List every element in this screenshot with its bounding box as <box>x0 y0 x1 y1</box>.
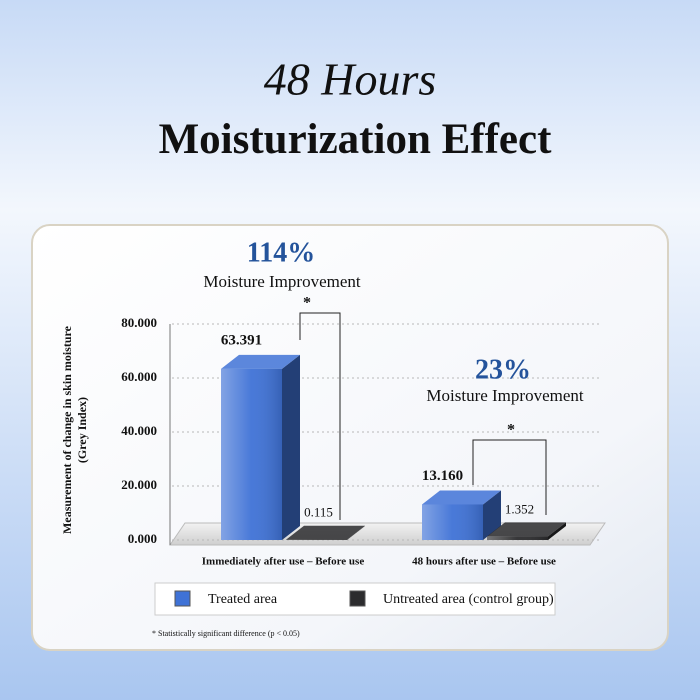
improvement-text: Moisture Improvement <box>426 386 583 405</box>
y-tick-label: 0.000 <box>128 531 157 546</box>
value-label: 63.391 <box>221 332 262 348</box>
title: 48 Hours <box>264 54 437 105</box>
y-label-box: Measurement of change in skin moisture (… <box>60 326 89 534</box>
legend-swatch <box>349 590 366 607</box>
bar-shine <box>487 536 548 540</box>
improvement-percent: 114% <box>247 237 315 268</box>
x-tick-label: 48 hours after use – Before use <box>412 556 556 568</box>
bar-top <box>487 522 566 537</box>
legend-label: Treated area <box>208 592 278 607</box>
significance-bracket <box>472 439 547 515</box>
legend-label: Untreated area (control group) <box>383 592 554 607</box>
bar-shine <box>221 368 282 540</box>
y-tick-label: 60.000 <box>121 369 157 384</box>
bar-side <box>347 525 365 540</box>
bar-top <box>221 354 300 369</box>
x-tick-label: Immediately after use – Before use <box>202 556 365 568</box>
significance-bracket <box>299 312 341 520</box>
bar-top <box>422 490 501 505</box>
y-tick-label: 40.000 <box>121 423 157 438</box>
bar-side <box>282 354 300 540</box>
value-label: 13.160 <box>422 468 463 484</box>
footnote: * Statistically significant difference (… <box>152 629 300 638</box>
subtitle: Moisturization Effect <box>159 116 553 163</box>
significance-marker: * <box>303 295 311 312</box>
value-label: 1.352 <box>505 501 534 516</box>
y-label-group: Measurement of change in skin moisture (… <box>60 326 89 534</box>
value-label: 0.115 <box>304 505 333 520</box>
bar-top <box>286 525 365 540</box>
y-tick-label: 80.000 <box>121 315 157 330</box>
legend-swatch <box>174 590 191 607</box>
significance-marker: * <box>507 422 515 439</box>
y-label: Measurement of change in skin moisture (… <box>60 326 89 534</box>
bar-shine <box>422 504 483 540</box>
improvement-percent: 23% <box>475 354 531 385</box>
bar-side <box>548 522 566 540</box>
improvement-text: Moisture Improvement <box>203 272 360 291</box>
bar-side <box>483 490 501 540</box>
y-tick-label: 20.000 <box>121 477 157 492</box>
